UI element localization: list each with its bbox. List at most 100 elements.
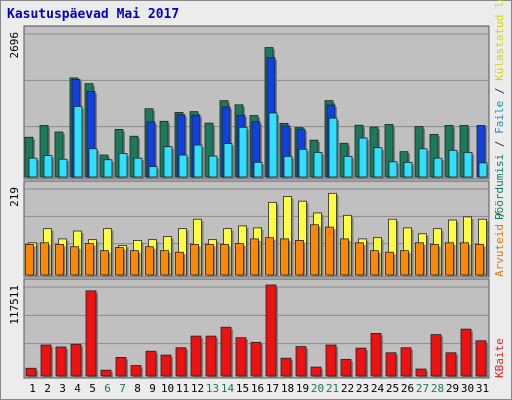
kbytes-bar — [175, 347, 188, 378]
hosts-bar — [370, 250, 381, 277]
x-tick-label: 2 — [44, 382, 51, 395]
hosts-bar — [265, 237, 276, 277]
legend-top-part: / — [493, 134, 506, 154]
hosts-bar — [190, 243, 201, 277]
pages-bar — [118, 153, 129, 179]
pages-bar — [58, 158, 69, 179]
x-tick-label: 28 — [431, 382, 444, 395]
x-tick-label: 7 — [119, 382, 126, 395]
x-tick-label: 22 — [341, 382, 354, 395]
x-tick-label: 16 — [251, 382, 264, 395]
legend-middle-part: / — [493, 211, 506, 224]
pages-bar — [283, 155, 294, 179]
pages-bar — [178, 154, 189, 179]
pages-bar — [88, 148, 99, 179]
legend-bottom-part: KBaite — [493, 338, 506, 378]
kbytes-bar — [265, 284, 278, 378]
x-tick-label: 6 — [104, 382, 111, 395]
hosts-bar — [310, 224, 321, 277]
hosts-bar — [445, 242, 456, 277]
kbytes-bar — [250, 341, 263, 378]
x-tick-label: 15 — [236, 382, 249, 395]
kbytes-bar — [400, 347, 413, 378]
hosts-bar — [280, 238, 291, 277]
hosts-bar — [145, 246, 156, 277]
hosts-bar — [220, 243, 231, 277]
kbytes-bar — [280, 357, 293, 378]
hosts-bar — [25, 243, 36, 277]
hosts-bar — [205, 243, 216, 277]
pages-bar — [328, 117, 339, 179]
kbytes-bar — [130, 365, 143, 378]
legend-bottom: KBaite — [493, 338, 506, 378]
x-tick-label: 11 — [176, 382, 189, 395]
kbytes-bar — [460, 328, 473, 378]
hosts-bar — [355, 242, 366, 277]
x-tick-label: 20 — [311, 382, 324, 395]
pages-bar — [448, 149, 459, 179]
hosts-bar — [115, 247, 126, 277]
pages-bar — [298, 148, 309, 179]
pages-bar — [133, 157, 144, 179]
x-tick-label: 5 — [89, 382, 96, 395]
hosts-bar — [295, 240, 306, 277]
pages-bar — [313, 152, 324, 179]
kbytes-bar — [340, 358, 353, 378]
legend-middle: Arvuteid / — [493, 211, 506, 277]
kbytes-bar — [310, 366, 323, 378]
kbytes-bar — [235, 337, 248, 378]
kbytes-bar — [355, 347, 368, 378]
kbytes-bar — [160, 354, 173, 378]
pages-bar — [238, 126, 249, 179]
chart-title: Kasutuspäevad Mai 2017 — [7, 7, 180, 22]
x-tick-label: 26 — [401, 382, 414, 395]
hosts-bar — [400, 250, 411, 277]
x-tick-label: 1 — [29, 382, 36, 395]
pages-bar — [73, 105, 84, 179]
pages-bar — [163, 146, 174, 179]
legend-top: Pöördumisi / Faile / Külastatud lehti — [493, 0, 506, 220]
hosts-bar — [475, 243, 486, 277]
x-tick-label: 21 — [326, 382, 339, 395]
legend-top-part: Külastatud lehti — [493, 0, 506, 81]
hosts-bar — [85, 243, 96, 277]
x-tick-label: 17 — [266, 382, 279, 395]
kbytes-bar — [55, 346, 68, 378]
legend-top-part: Faile — [493, 101, 506, 134]
kbytes-bar — [295, 346, 308, 378]
pages-bar — [268, 112, 279, 179]
hosts-bar — [175, 251, 186, 277]
hosts-bar — [160, 250, 171, 277]
x-tick-label: 24 — [371, 382, 385, 395]
x-tick-label: 25 — [386, 382, 399, 395]
legend-middle-part: Arvuteid — [493, 224, 506, 277]
hosts-bar — [250, 238, 261, 277]
kbytes-bar — [370, 333, 383, 378]
kbytes-bar — [445, 352, 458, 378]
hosts-bar — [100, 250, 111, 277]
x-tick-label: 31 — [476, 382, 489, 395]
kbytes-bar — [115, 357, 128, 378]
pages-bar — [463, 152, 474, 179]
hosts-bar — [70, 246, 81, 277]
hosts-bar — [40, 242, 51, 277]
y-max-label: 219 — [8, 187, 21, 207]
pages-bar — [148, 166, 159, 179]
legend-top-part: / — [493, 81, 506, 101]
kbytes-bar — [100, 369, 113, 378]
kbytes-bar — [475, 340, 488, 378]
hosts-bar — [415, 242, 426, 277]
hosts-bar — [340, 238, 351, 277]
kbytes-bar — [190, 335, 203, 378]
pages-bar — [478, 162, 489, 179]
pages-bar — [223, 143, 234, 179]
x-tick-label: 23 — [356, 382, 369, 395]
x-tick-label: 8 — [134, 382, 141, 395]
pages-bar — [43, 155, 54, 179]
pages-bar — [373, 147, 384, 179]
kbytes-bar — [85, 290, 98, 378]
hosts-bar — [55, 243, 66, 277]
kbytes-bar — [220, 326, 233, 378]
pages-bar — [28, 157, 39, 179]
